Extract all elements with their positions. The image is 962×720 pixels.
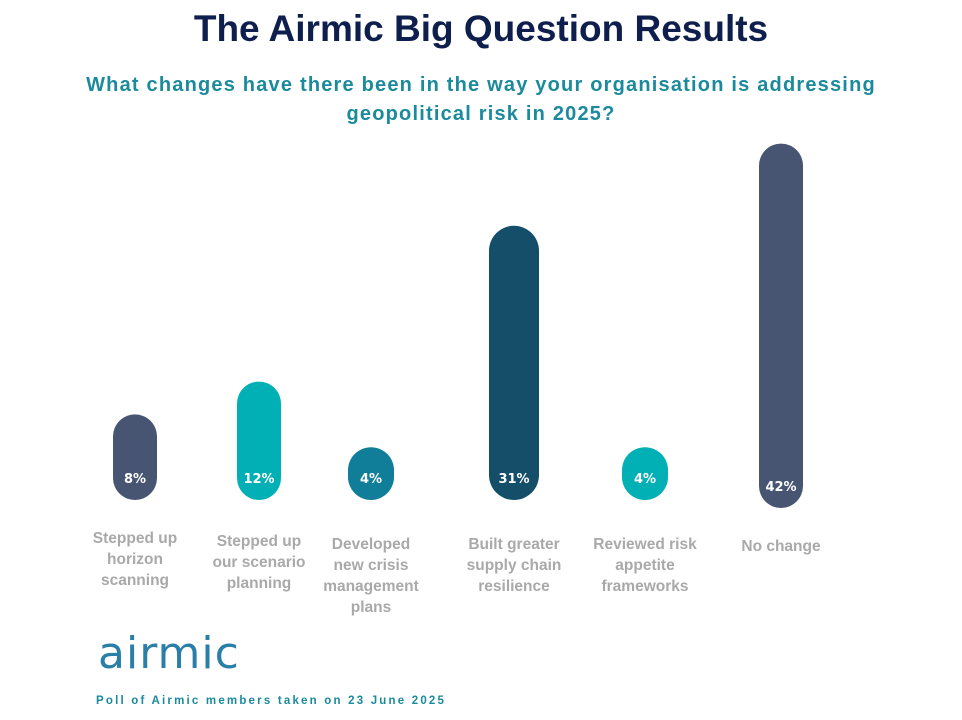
bar-4 xyxy=(489,225,539,501)
chart-title: The Airmic Big Question Results xyxy=(193,8,769,49)
bar-3 xyxy=(348,447,394,500)
category-label: No change xyxy=(741,538,821,555)
category-label: Stepped up horizon scanning xyxy=(92,530,178,589)
bar-5 xyxy=(622,447,668,500)
bar-value-label: 8% xyxy=(124,472,146,487)
bar-6 xyxy=(759,143,803,508)
bar-value-label: 31% xyxy=(498,472,529,487)
bar-2 xyxy=(237,381,281,500)
airmic-logo: airmic xyxy=(98,628,240,679)
bar-value-label: 12% xyxy=(243,472,274,487)
bar-value-label: 42% xyxy=(765,480,796,495)
bar-1 xyxy=(113,414,157,500)
category-label: Built greater supply chain resilience xyxy=(466,536,562,595)
category-label: Reviewed risk appetite frameworks xyxy=(593,536,697,595)
category-label: Developed new crisis management plans xyxy=(323,536,419,616)
category-label: Stepped up our scenario planning xyxy=(212,533,306,592)
bar-value-label: 4% xyxy=(360,472,382,487)
chart-subtitle: What changes have there been in the way … xyxy=(86,74,876,125)
bar-value-label: 4% xyxy=(634,472,656,487)
poll-footnote: Poll of Airmic members taken on 23 June … xyxy=(96,695,447,707)
